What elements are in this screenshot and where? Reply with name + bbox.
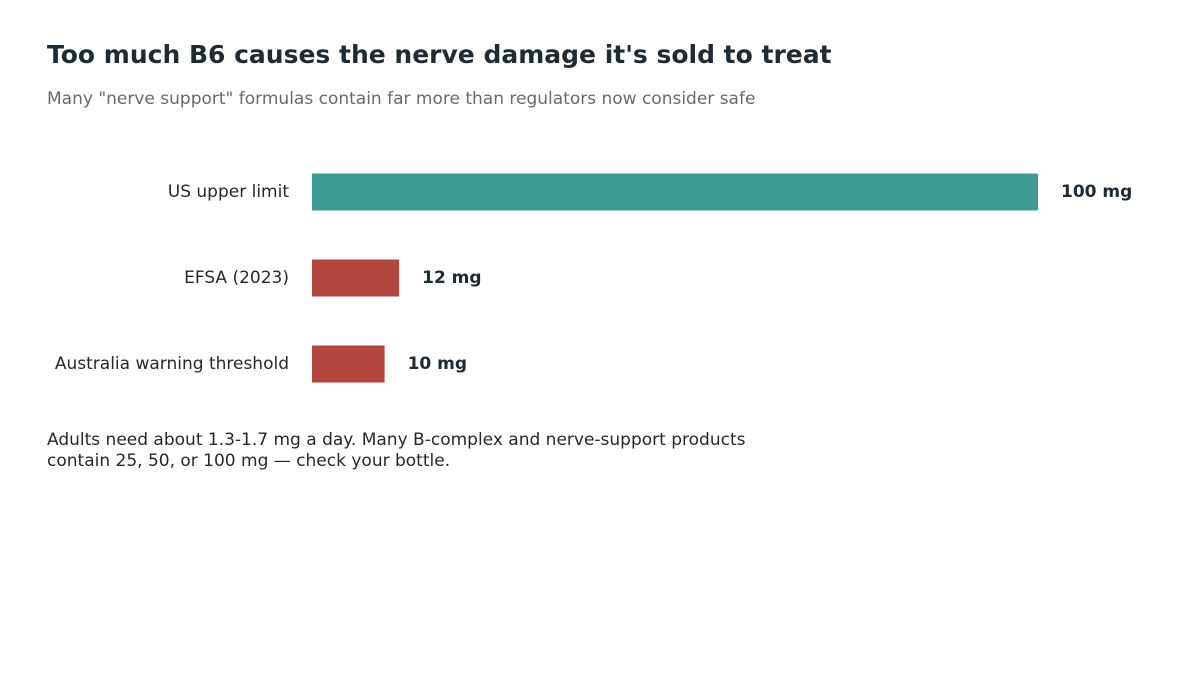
bar-us-upper-limit: [312, 173, 1038, 211]
value-label-efsa-2023: 12 mg: [422, 268, 481, 288]
chart-subtitle: Many "nerve support" formulas contain fa…: [47, 89, 756, 109]
bar-efsa-2023: [312, 259, 400, 297]
bar-australia-warning-threshold: [312, 345, 385, 383]
category-label-australia-warning-threshold: Australia warning threshold: [55, 354, 289, 374]
category-label-us-upper-limit: US upper limit: [168, 182, 290, 202]
value-label-us-upper-limit: 100 mg: [1061, 182, 1132, 202]
chart-title: Too much B6 causes the nerve damage it's…: [47, 40, 832, 69]
value-label-australia-warning-threshold: 10 mg: [408, 354, 467, 374]
category-label-efsa-2023: EFSA (2023): [184, 268, 289, 288]
bar-chart: US upper limit 100 mg EFSA (2023) 12 mg Aust…: [55, 173, 1132, 383]
footnote: Adults need about 1.3-1.7 mg a day. Many…: [47, 430, 746, 471]
